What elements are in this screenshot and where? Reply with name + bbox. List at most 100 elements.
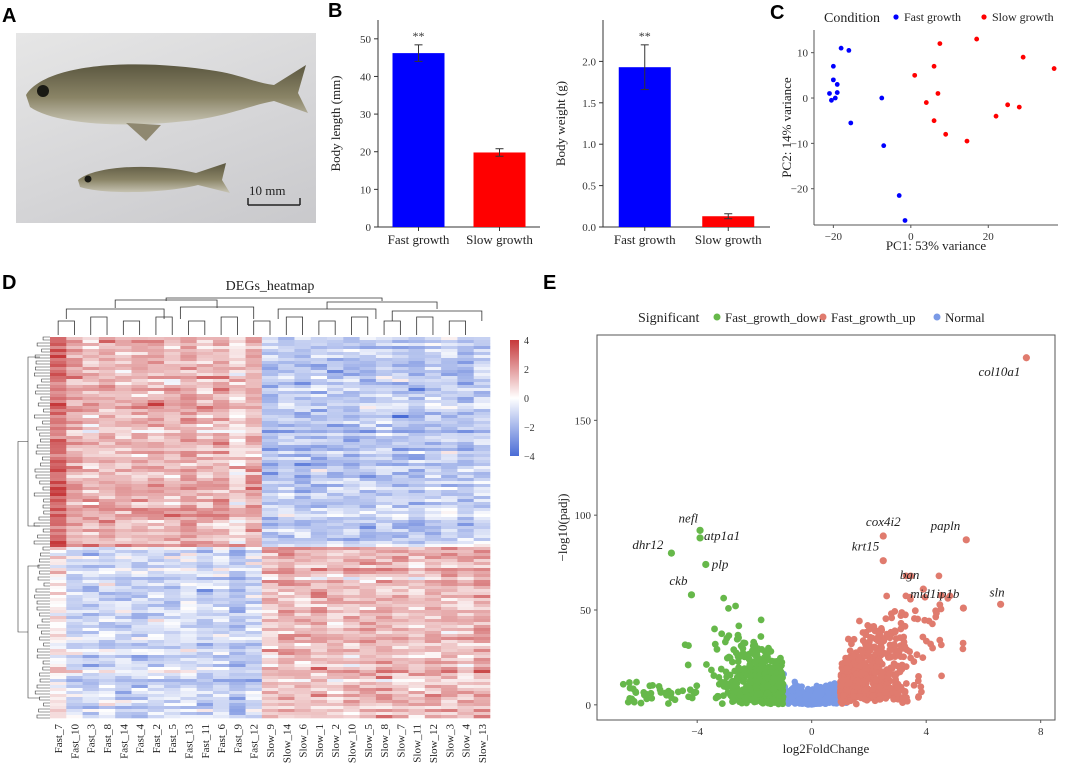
heatmap-cell <box>408 361 426 365</box>
heatmap-cell <box>82 577 100 581</box>
heatmap-cell <box>392 412 409 416</box>
heatmap-cell <box>424 496 442 500</box>
heatmap-cell <box>50 697 67 701</box>
heatmap-cell <box>98 634 116 638</box>
heatmap-cell <box>424 448 442 452</box>
bar <box>473 152 526 227</box>
heatmap-cell <box>294 655 312 659</box>
heatmap-cell <box>408 634 426 638</box>
heatmap-cell <box>212 598 230 602</box>
heatmap-cell <box>408 601 426 605</box>
heatmap-cell <box>196 559 214 563</box>
heatmap-cell <box>392 706 409 710</box>
heatmap-cell <box>310 382 328 386</box>
heatmap-cell <box>343 613 360 617</box>
heatmap-cell <box>66 511 83 515</box>
heatmap-cell <box>261 544 279 548</box>
heatmap-cell <box>212 691 230 695</box>
heatmap-cell <box>115 685 132 689</box>
heatmap-cell <box>50 511 67 515</box>
heatmap-cell <box>359 547 377 551</box>
heatmap-cell <box>115 481 132 485</box>
heatmap-cell <box>147 577 165 581</box>
heatmap-cell <box>82 703 100 707</box>
large-fish <box>26 64 308 141</box>
heatmap-cell <box>66 505 83 509</box>
heatmap-cell <box>82 583 100 587</box>
heatmap-cell <box>115 448 132 452</box>
heatmap-cell <box>180 613 197 617</box>
heatmap-cell <box>457 580 475 584</box>
heatmap-cell <box>375 550 393 554</box>
volcano-point-normal <box>825 694 832 702</box>
heatmap-cell <box>131 376 149 380</box>
heatmap-cell <box>131 409 149 413</box>
heatmap-cell <box>50 661 67 665</box>
heatmap-cell <box>180 394 197 398</box>
heatmap-cell <box>473 415 491 419</box>
heatmap-cell <box>310 364 328 368</box>
heatmap-cell <box>147 370 165 374</box>
heatmap-cell <box>327 583 344 587</box>
heatmap-cell <box>212 526 230 530</box>
heatmap-cell <box>392 676 409 680</box>
heatmap-cell <box>82 490 100 494</box>
heatmap-cell <box>408 400 426 404</box>
heatmap-cell <box>441 418 458 422</box>
heatmap-cell <box>375 679 393 683</box>
heatmap-cell <box>115 607 132 611</box>
heatmap-cell <box>457 439 475 443</box>
heatmap-cell <box>245 352 263 356</box>
heatmap-cell <box>66 439 83 443</box>
heatmap-cell <box>131 664 149 668</box>
heatmap-cell <box>424 616 442 620</box>
heatmap-cell <box>278 550 295 554</box>
heatmap-cell <box>245 490 263 494</box>
heatmap-cell <box>98 550 116 554</box>
heatmap-cell <box>66 391 83 395</box>
heatmap-cell <box>408 574 426 578</box>
heatmap-cell <box>115 349 132 353</box>
heatmap-cell <box>261 514 279 518</box>
heatmap-cell <box>375 496 393 500</box>
heatmap-cell <box>50 553 67 557</box>
heatmap-cell <box>115 652 132 656</box>
heatmap-cell <box>164 538 181 542</box>
heatmap-cell <box>82 496 100 500</box>
heatmap-cell <box>359 505 377 509</box>
heatmap-cell <box>196 517 214 521</box>
heatmap-cell <box>229 463 246 467</box>
heatmap-cell <box>261 700 279 704</box>
heatmap-cell <box>310 529 328 533</box>
heatmap-cell <box>343 526 360 530</box>
heatmap-cell <box>392 397 409 401</box>
heatmap-cell <box>261 346 279 350</box>
heatmap-cell <box>115 412 132 416</box>
heatmap-cell <box>66 406 83 410</box>
heatmap-cell <box>261 634 279 638</box>
heatmap-cell <box>343 463 360 467</box>
heatmap-cell <box>310 370 328 374</box>
heatmap-cell <box>66 676 83 680</box>
heatmap-cell <box>278 349 295 353</box>
heatmap-cell <box>408 556 426 560</box>
heatmap-cell <box>343 481 360 485</box>
heatmap-cell <box>66 592 83 596</box>
heatmap-cell <box>164 466 181 470</box>
heatmap-cell <box>66 610 83 614</box>
heatmap-cell <box>245 598 263 602</box>
heatmap-cell <box>441 649 458 653</box>
heatmap-cell <box>343 694 360 698</box>
y-tick-label: 2.0 <box>582 56 596 68</box>
heatmap-cell <box>229 646 246 650</box>
heatmap-cell <box>164 553 181 557</box>
heatmap-cell <box>50 487 67 491</box>
heatmap-cell <box>98 643 116 647</box>
heatmap-cell <box>294 412 312 416</box>
heatmap-cell <box>392 688 409 692</box>
heatmap-cell <box>196 418 214 422</box>
heatmap-cell <box>82 367 100 371</box>
heatmap-cell <box>212 346 230 350</box>
heatmap-cell <box>327 553 344 557</box>
heatmap-cell <box>375 673 393 677</box>
